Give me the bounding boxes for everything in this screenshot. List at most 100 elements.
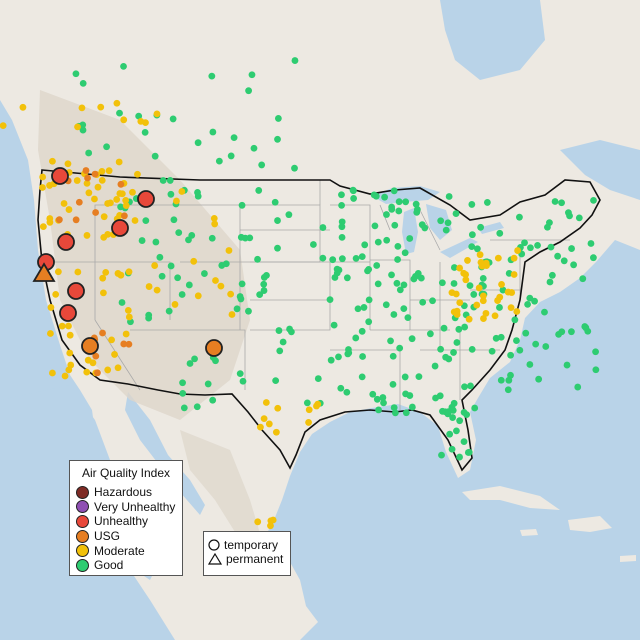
good-monitor xyxy=(179,390,187,397)
good-monitor xyxy=(276,347,284,355)
good-monitor xyxy=(551,198,559,205)
moderate-monitor xyxy=(125,313,133,321)
good-monitor xyxy=(496,304,503,311)
legend-label: Unhealthy xyxy=(94,514,149,529)
moderate-monitor xyxy=(269,516,277,524)
good-monitor xyxy=(358,253,366,261)
good-monitor xyxy=(319,254,327,262)
good-monitor xyxy=(338,201,346,209)
moderate-monitor xyxy=(104,230,112,238)
good-monitor xyxy=(236,293,244,300)
good-monitor xyxy=(208,72,216,80)
moderate-monitor xyxy=(494,254,502,262)
good-monitor xyxy=(383,211,390,218)
moderate-monitor xyxy=(513,308,521,315)
legend-item-moderate: Moderate xyxy=(70,543,182,558)
moderate-monitor xyxy=(49,157,56,165)
usg-monitor xyxy=(92,209,100,216)
good-monitor xyxy=(406,235,414,242)
legend-item-hazardous: Hazardous xyxy=(70,485,182,500)
good-monitor xyxy=(404,314,412,322)
good-monitor xyxy=(383,236,391,244)
moderate-monitor xyxy=(137,117,145,125)
good-monitor xyxy=(167,262,175,270)
moderate-monitor xyxy=(260,415,268,423)
moderate-monitor xyxy=(491,312,499,320)
good-monitor xyxy=(394,242,402,250)
moderate-monitor xyxy=(479,292,487,300)
moderate-monitor xyxy=(211,220,219,228)
good-monitor xyxy=(587,240,595,247)
good-monitor xyxy=(450,264,458,271)
good-monitor xyxy=(426,330,434,338)
legend-label: Good xyxy=(94,558,124,573)
moderate-monitor xyxy=(173,197,180,205)
good-monitor xyxy=(388,271,395,279)
cuba xyxy=(462,486,560,510)
good-monitor xyxy=(468,345,476,353)
moderate-monitor xyxy=(476,251,484,259)
good-monitor xyxy=(327,356,335,364)
moderate-monitor xyxy=(39,173,47,181)
moderate-monitor xyxy=(305,406,313,414)
good-monitor xyxy=(547,243,555,251)
good-monitor xyxy=(72,70,80,78)
good-monitor xyxy=(575,214,583,222)
moderate-monitor xyxy=(453,311,461,318)
good-monitor xyxy=(446,430,454,438)
usg-monitor xyxy=(94,369,101,377)
good-monitor xyxy=(331,274,339,281)
good-monitor xyxy=(497,376,505,384)
moderate-monitor xyxy=(114,364,122,372)
good-monitor xyxy=(456,417,464,425)
monitor-type-legend: temporary permanent xyxy=(203,531,291,576)
moderate-monitor xyxy=(115,158,123,166)
moderate-monitor xyxy=(104,366,112,374)
usg-monitor xyxy=(72,216,80,224)
moderate-monitor xyxy=(225,247,233,254)
good-monitor xyxy=(450,349,457,356)
good-monitor xyxy=(516,346,524,354)
good-monitor xyxy=(167,190,175,198)
good-monitor xyxy=(285,211,293,219)
good-monitor xyxy=(369,390,377,398)
good-monitor xyxy=(371,222,379,230)
circle-icon xyxy=(208,539,220,551)
aqi-legend-title: Air Quality Index xyxy=(81,466,171,480)
moderate-monitor xyxy=(66,349,74,357)
moderate-monitor xyxy=(47,304,55,311)
moderate-monitor xyxy=(134,170,141,178)
moderate-monitor xyxy=(456,299,464,307)
good-monitor xyxy=(365,265,373,273)
us-border xyxy=(37,169,601,472)
moderate-monitor xyxy=(65,206,73,213)
good-monitor xyxy=(445,355,453,363)
good-monitor xyxy=(239,377,247,385)
unhealthy-monitor xyxy=(67,282,85,300)
good-monitor xyxy=(215,157,223,165)
good-monitor xyxy=(396,286,404,294)
legend-label: USG xyxy=(94,529,121,544)
good-monitor xyxy=(260,280,268,288)
moderate-monitor xyxy=(65,366,73,374)
moderate-monitor xyxy=(131,217,139,224)
good-monitor xyxy=(236,370,244,378)
good-monitor xyxy=(274,115,282,122)
moderate-monitor xyxy=(153,286,161,294)
usg-swatch xyxy=(76,529,89,543)
good-monitor xyxy=(391,409,399,417)
good-monitor xyxy=(326,296,334,304)
good-monitor xyxy=(151,152,159,160)
good-monitor xyxy=(120,62,127,70)
usg-monitor xyxy=(82,167,90,174)
good-monitor xyxy=(413,208,421,216)
moderate-monitor xyxy=(473,301,481,309)
moderate-monitor xyxy=(510,271,518,278)
good-monitor xyxy=(400,305,408,313)
good-monitor xyxy=(274,135,281,143)
good-monitor xyxy=(460,438,468,446)
moderate-monitor xyxy=(122,202,130,209)
good-monitor xyxy=(350,187,357,195)
moderate-monitor xyxy=(39,223,47,231)
good-monitor xyxy=(592,348,599,356)
